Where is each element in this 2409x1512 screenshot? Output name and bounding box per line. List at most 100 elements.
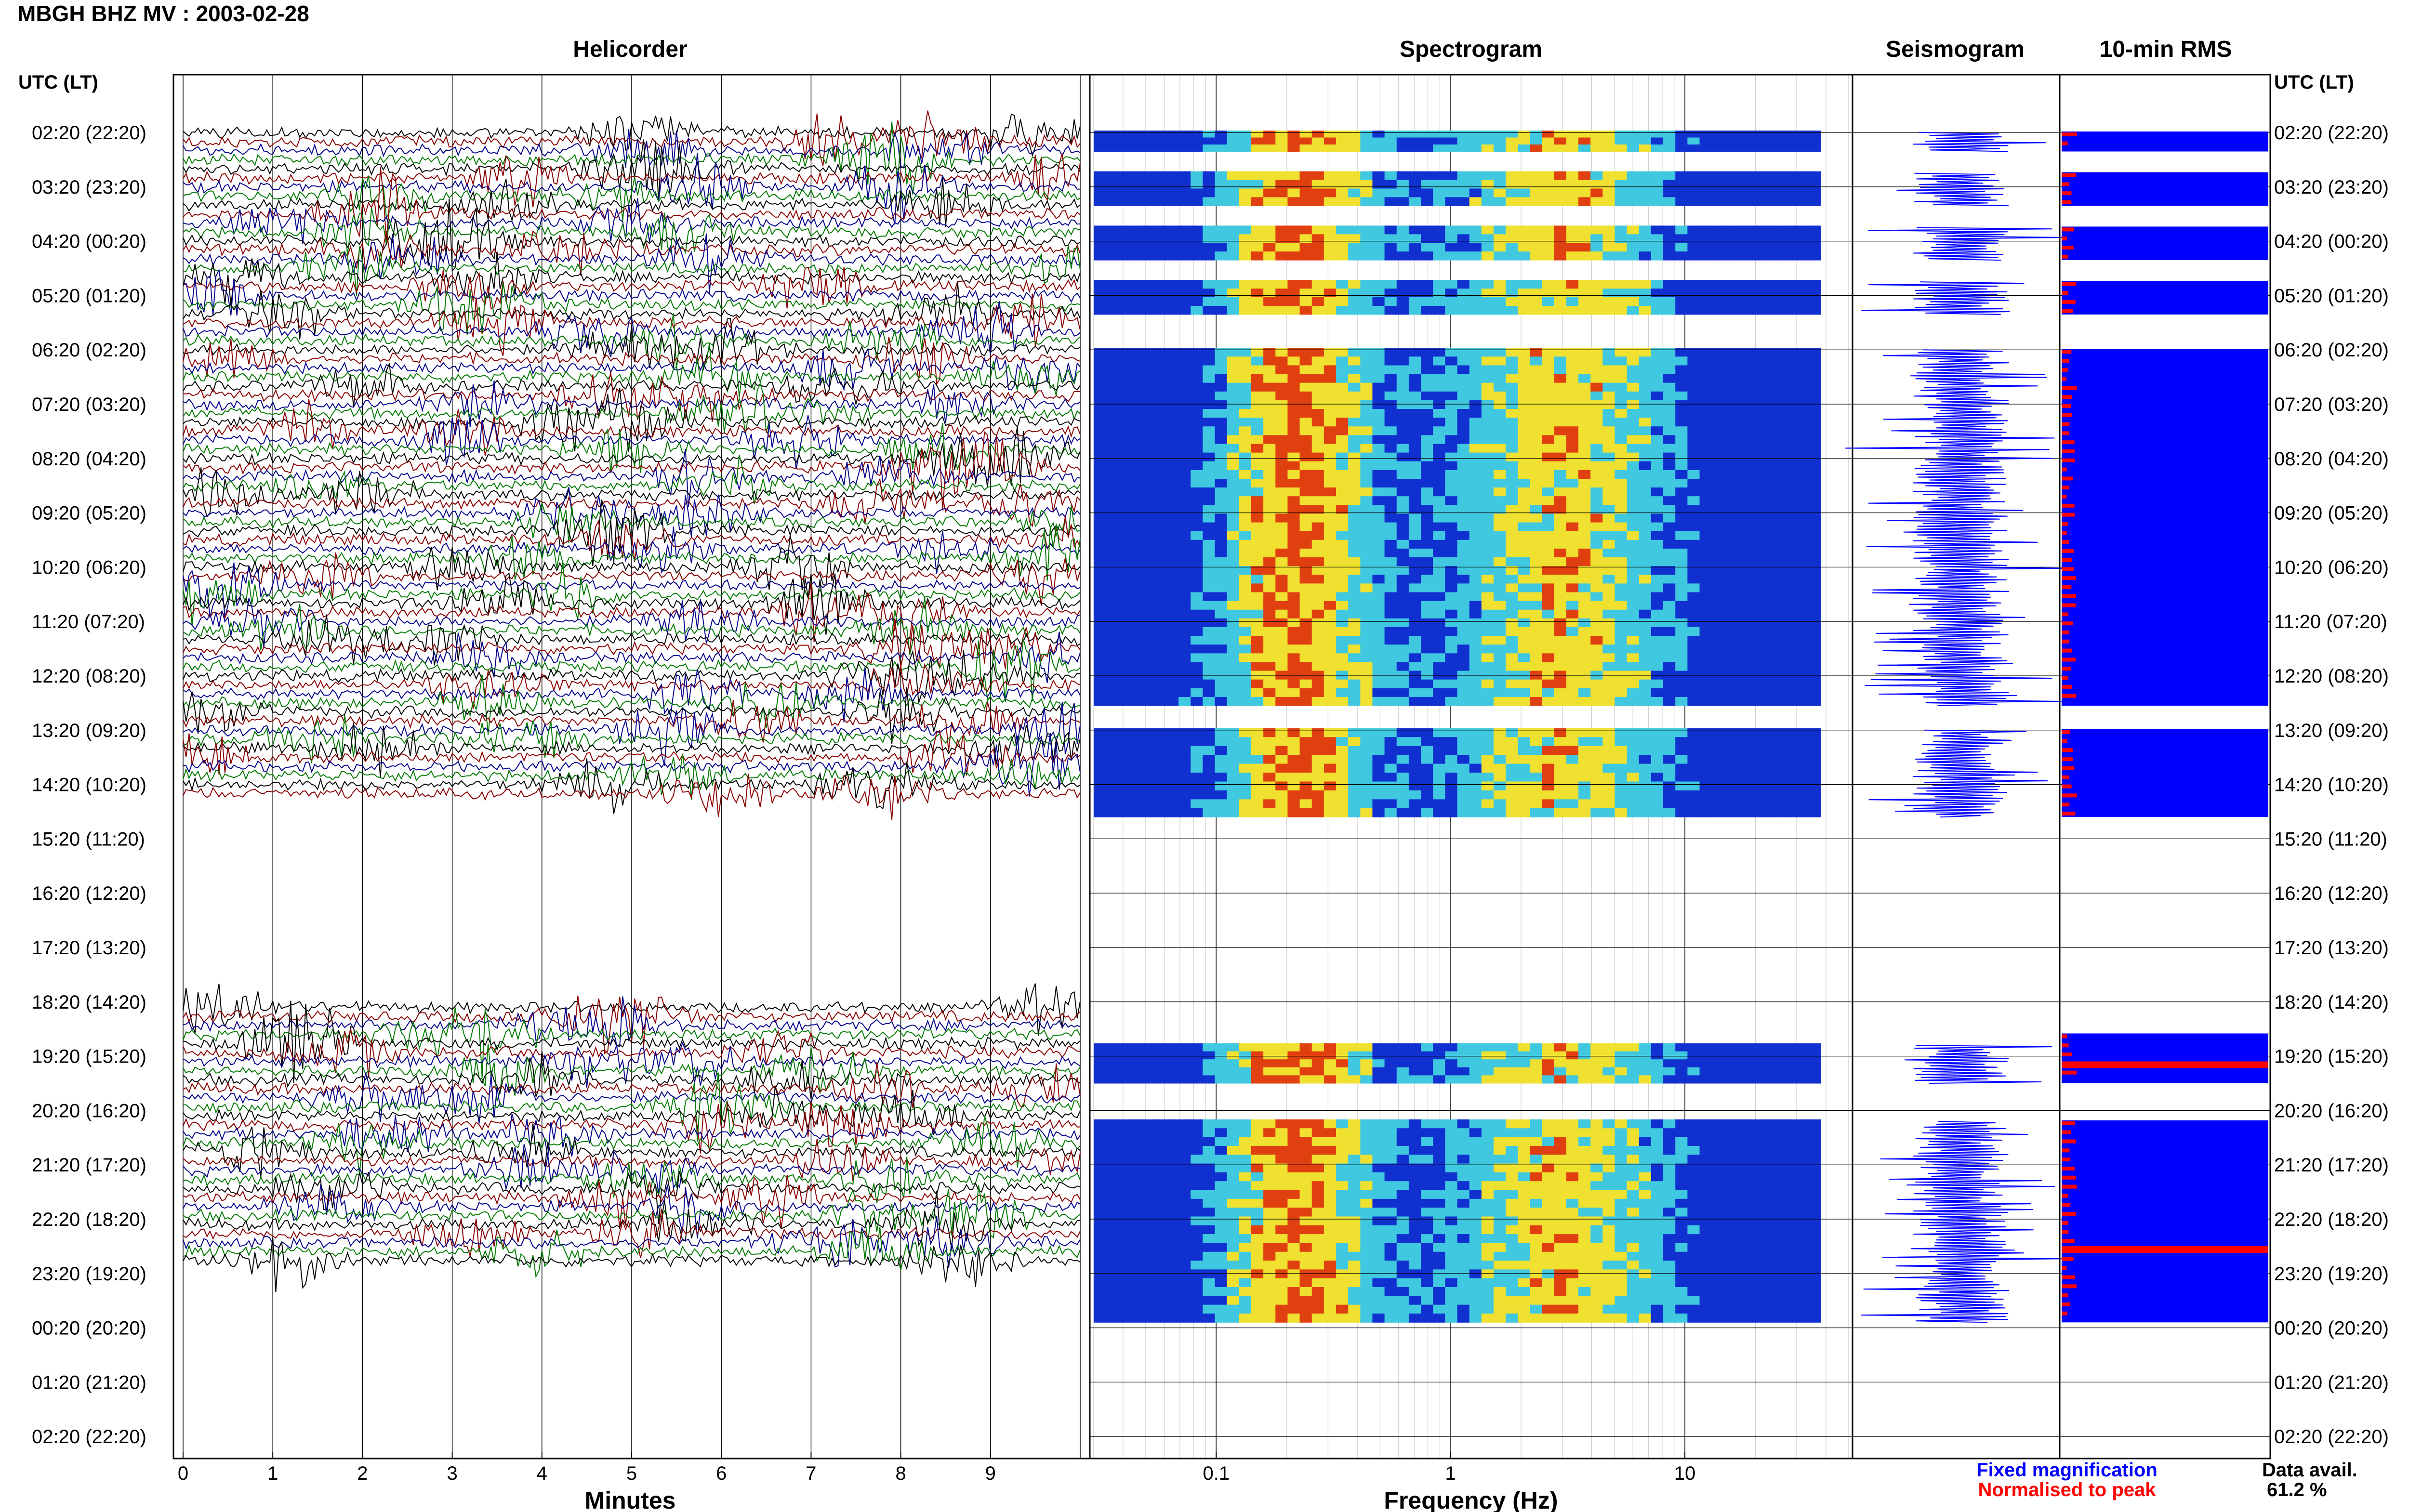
spectrogram-cell <box>1166 618 1179 628</box>
spectrogram-cell <box>1324 808 1337 817</box>
spectrogram-cell <box>1311 1155 1324 1164</box>
spectrogram-cell <box>1311 225 1324 235</box>
spectrogram-cell <box>1590 409 1603 418</box>
spectrogram-cell <box>1687 583 1700 593</box>
spectrogram-cell <box>1735 1155 1748 1164</box>
spectrogram-cell <box>1469 1051 1482 1060</box>
spectrogram-cell <box>1094 697 1106 706</box>
spectrogram-cell <box>1336 1119 1349 1129</box>
spectrogram-cell <box>1772 382 1785 392</box>
spectrogram-cell <box>1324 365 1337 375</box>
spectrogram-cell <box>1106 391 1118 401</box>
spectrogram-cell <box>1191 609 1203 619</box>
spectrogram-cell <box>1590 374 1603 383</box>
spectrogram-cell <box>1796 188 1809 197</box>
spectrogram-cell <box>1106 773 1118 782</box>
spectrogram-cell <box>1178 137 1191 145</box>
spectrogram-cell <box>1615 636 1628 645</box>
spectrogram-cell <box>1191 671 1203 680</box>
spectrogram-cell <box>1324 391 1337 401</box>
spectrogram-cell <box>1554 773 1567 782</box>
spectrogram-cell <box>1142 1137 1155 1146</box>
spectrogram-cell <box>1651 1043 1664 1052</box>
spectrogram-cell <box>1154 365 1167 375</box>
spectrogram-cell <box>1651 539 1664 549</box>
spectrogram-cell <box>1299 305 1312 315</box>
spectrogram-cell <box>1106 790 1118 800</box>
spectrogram-cell <box>1106 513 1118 523</box>
spectrogram-cell <box>1227 737 1240 747</box>
spectrogram-cell <box>1275 763 1288 773</box>
spectrogram-cell <box>1178 522 1191 532</box>
spectrogram-cell <box>1663 557 1676 566</box>
spectrogram-cell <box>1735 513 1748 523</box>
spectrogram-cell <box>1615 197 1628 206</box>
spectrogram-cell <box>1263 799 1276 809</box>
helicorder-trace <box>183 431 1081 511</box>
spectrogram-cell <box>1311 444 1324 453</box>
spectrogram-cell <box>1651 808 1664 817</box>
spectrogram-cell <box>1578 171 1591 181</box>
spectrogram-cell <box>1287 426 1300 435</box>
spectrogram-cell <box>1433 781 1445 791</box>
spectrogram-cell <box>1348 601 1361 610</box>
spectrogram-cell <box>1627 144 1640 152</box>
spectrogram-cell <box>1615 478 1628 488</box>
spectrogram-cell <box>1178 799 1191 809</box>
spectrogram-cell <box>1506 662 1518 671</box>
spectrogram-cell <box>1639 1119 1652 1129</box>
spectrogram-cell <box>1518 575 1530 584</box>
spectrogram-cell <box>1360 1043 1373 1052</box>
spectrogram-cell <box>1578 243 1591 252</box>
spectrogram-cell <box>1748 496 1760 505</box>
spectrogram-cell <box>1578 348 1591 357</box>
spectrogram-cell <box>1287 137 1300 145</box>
spectrogram-cell <box>1251 251 1264 261</box>
spectrogram-cell <box>1748 773 1760 782</box>
spectrogram-cell <box>1481 618 1494 628</box>
spectrogram-cell <box>1275 365 1288 375</box>
spectrogram-cell <box>1469 601 1482 610</box>
spectrogram-cell <box>1711 1067 1724 1076</box>
helicorder-trace <box>183 388 1081 452</box>
spectrogram-cell <box>1166 679 1179 689</box>
spectrogram-cell <box>1615 1075 1628 1084</box>
spectrogram-cell <box>1578 356 1591 366</box>
spectrogram-cell <box>1602 1145 1615 1155</box>
spectrogram-cell <box>1142 531 1155 540</box>
spectrogram-cell <box>1408 618 1421 628</box>
spectrogram-cell <box>1118 531 1130 540</box>
spectrogram-cell <box>1263 188 1276 197</box>
spectrogram-cell <box>1506 234 1518 243</box>
spectrogram-cell <box>1602 575 1615 584</box>
spectrogram-cell <box>1602 374 1615 383</box>
spectrogram-cell <box>1481 461 1494 471</box>
spectrogram-cell <box>1687 548 1700 558</box>
spectrogram-cell <box>1808 522 1821 532</box>
spectrogram-cell <box>1481 644 1494 654</box>
spectrogram-cell <box>1530 487 1543 497</box>
spectrogram-cell <box>1711 297 1724 306</box>
spectrogram-cell <box>1336 374 1349 383</box>
spectrogram-cell <box>1627 513 1640 523</box>
spectrogram-cell <box>1602 131 1615 138</box>
spectrogram-cell <box>1518 418 1530 427</box>
spectrogram-cell <box>1118 1137 1130 1146</box>
spectrogram-cell <box>1336 790 1349 800</box>
spectrogram-cell <box>1578 487 1591 497</box>
spectrogram-cell <box>1493 688 1506 697</box>
spectrogram-cell <box>1723 592 1736 602</box>
spectrogram-cell <box>1578 557 1591 566</box>
spectrogram-cell <box>1094 243 1106 252</box>
spectrogram-cell <box>1142 799 1155 809</box>
spectrogram-cell <box>1687 1067 1700 1076</box>
spectrogram-cell <box>1215 773 1228 782</box>
spectrogram-cell <box>1106 225 1118 235</box>
spectrogram-cell <box>1796 1172 1809 1182</box>
spectrogram-cell <box>1578 1051 1591 1060</box>
spectrogram-cell <box>1723 382 1736 392</box>
spectrogram-cell <box>1324 1059 1337 1068</box>
spectrogram-cell <box>1287 1181 1300 1191</box>
spectrogram-cell <box>1094 688 1106 697</box>
spectrogram-cell <box>1275 171 1288 181</box>
